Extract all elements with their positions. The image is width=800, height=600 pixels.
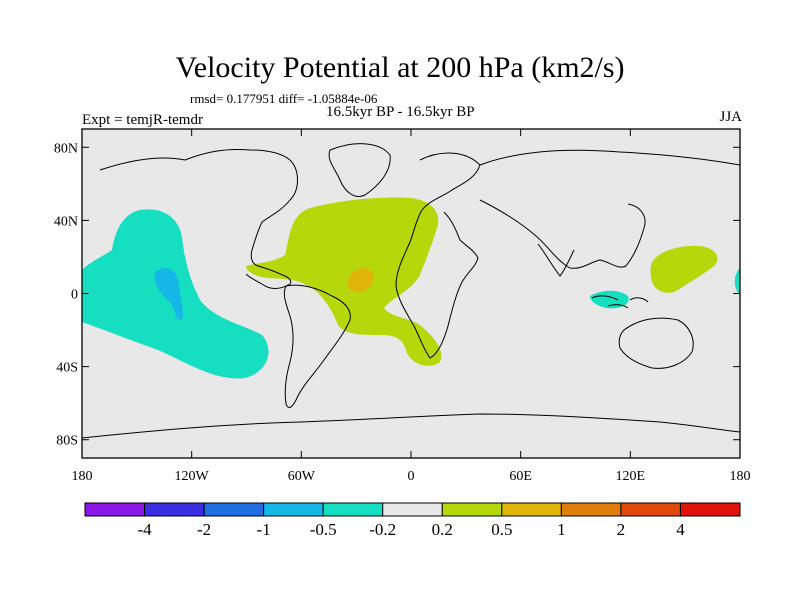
australia-coast bbox=[618, 317, 694, 369]
lat-label: 40N bbox=[54, 214, 78, 229]
colorbar-swatch bbox=[84, 502, 146, 517]
lon-label: 120E bbox=[616, 469, 646, 484]
colorbar-label: 4 bbox=[676, 520, 685, 539]
colorbar-label: 0.5 bbox=[491, 520, 512, 539]
colorbar-swatch bbox=[620, 502, 681, 517]
rmsd-diff-stats: rmsd= 0.177951 diff= -1.05884e-06 bbox=[190, 91, 378, 106]
lon-label: 120W bbox=[175, 469, 210, 484]
colorbar-swatch bbox=[441, 502, 503, 517]
antarctica-coast bbox=[82, 413, 740, 439]
lat-label: 80N bbox=[54, 141, 78, 156]
colorbar-swatch bbox=[322, 502, 384, 517]
west-pacific-positive-anomaly bbox=[650, 245, 718, 293]
lat-label: 0 bbox=[71, 288, 78, 303]
colorbar-swatch bbox=[679, 502, 741, 517]
colorbar-label: -0.2 bbox=[369, 520, 396, 539]
colorbar-swatch bbox=[560, 502, 622, 517]
colorbar-label: 0.2 bbox=[432, 520, 453, 539]
lon-label: 0 bbox=[408, 469, 415, 484]
colorbar: -4 -2 -1 -0.5 -0.2 0.2 0.5 1 2 4 bbox=[84, 502, 741, 539]
pacific-core-negative bbox=[154, 268, 184, 320]
longitude-axis: 180 120W 60W 0 60E 120E 180 bbox=[72, 129, 751, 484]
south-america-coast bbox=[283, 284, 351, 408]
lat-label: 80S bbox=[56, 434, 78, 449]
indonesia-negative-anomaly bbox=[590, 290, 629, 309]
colorbar-label: 1 bbox=[557, 520, 566, 539]
colorbar-label: 2 bbox=[617, 520, 626, 539]
colorbar-label: -1 bbox=[257, 520, 271, 539]
lon-label: 180 bbox=[72, 469, 93, 484]
colorbar-swatch bbox=[501, 502, 562, 517]
atlantic-core-positive bbox=[347, 268, 374, 292]
colorbar-label: -4 bbox=[137, 520, 152, 539]
time-period-label: 16.5kyr BP - 16.5kyr BP bbox=[326, 104, 475, 120]
north-america-coast bbox=[99, 149, 298, 289]
indonesia-islands bbox=[591, 295, 649, 309]
greenland-coast bbox=[328, 143, 391, 197]
lat-label: 40S bbox=[56, 361, 78, 376]
colorbar-swatch bbox=[382, 502, 443, 517]
colorbar-swatch bbox=[144, 502, 205, 517]
asia-coast bbox=[479, 149, 740, 269]
plot-title: Velocity Potential at 200 hPa (km2/s) bbox=[175, 51, 625, 84]
colorbar-swatch bbox=[203, 502, 265, 517]
lon-label: 180 bbox=[730, 469, 751, 484]
colorbar-swatch bbox=[263, 502, 324, 517]
atlantic-positive-anomaly bbox=[246, 197, 442, 366]
latitude-axis: 80N 40N 0 40S 80S bbox=[54, 141, 740, 449]
colorbar-label: -0.5 bbox=[310, 520, 337, 539]
experiment-label: Expt = temjR-temdr bbox=[82, 112, 203, 128]
colorbar-label: -2 bbox=[197, 520, 211, 539]
europe-africa-coast bbox=[395, 152, 481, 359]
lon-label: 60W bbox=[288, 469, 316, 484]
coastlines bbox=[82, 143, 740, 439]
india-coast bbox=[537, 243, 575, 277]
anomaly-fields bbox=[82, 197, 740, 379]
season-label: JJA bbox=[719, 109, 742, 125]
lon-label: 60E bbox=[509, 469, 532, 484]
dateline-negative-anomaly bbox=[734, 268, 740, 296]
